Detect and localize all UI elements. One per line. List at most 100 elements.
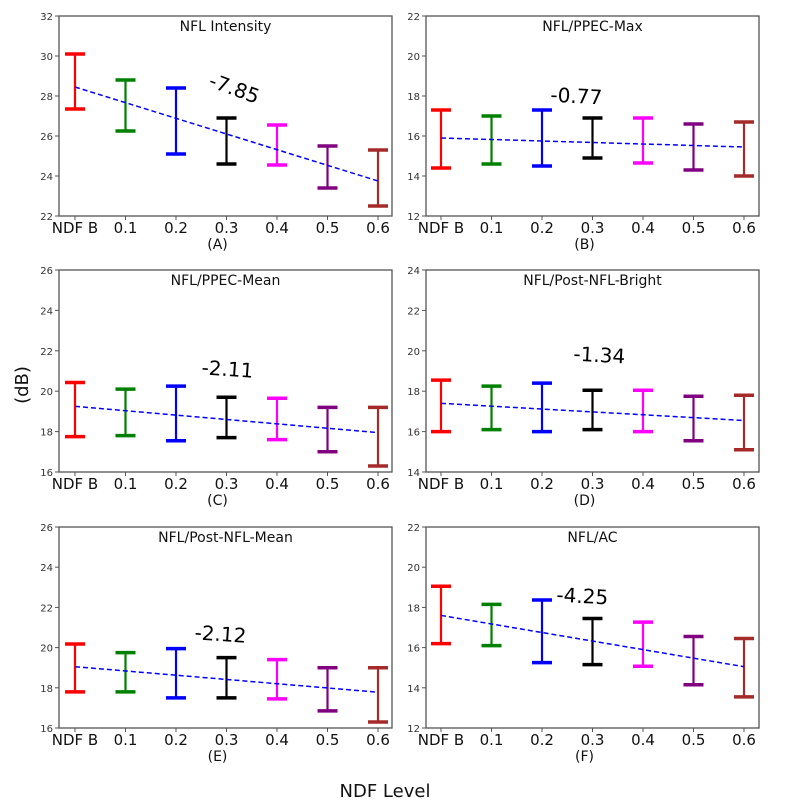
error-bar-0.4: [633, 620, 653, 669]
error-bar-0.4: [267, 123, 287, 167]
error-bar-0.3: [582, 388, 603, 432]
y-tick-label: 22: [40, 603, 53, 614]
slope-annotation: -2.12: [194, 620, 247, 648]
panel-c: 16 18 20 22 24 26 NDF B 0.1 0.2 0.3 0.4 0.5 0.6 NFL/P…: [40, 266, 393, 509]
y-tick-label: 22: [40, 212, 53, 223]
error-bar-0.6: [368, 665, 388, 724]
plot-area-frame: [425, 269, 760, 473]
x-tick-label: 0.1: [480, 475, 504, 493]
error-bar-0.3: [582, 116, 603, 160]
error-bar-0.6: [368, 148, 388, 208]
error-bar-0.3: [216, 395, 237, 440]
trend-line: [74, 405, 379, 434]
slope-annotation: -2.11: [201, 355, 254, 383]
y-tick-label: 26: [40, 523, 53, 534]
x-tick-label: 0.1: [480, 731, 504, 749]
error-bar-0.6: [734, 120, 754, 178]
panel-letter: (B): [574, 237, 595, 253]
error-bar-ndf-b: [431, 584, 451, 646]
y-tick-label: 12: [407, 724, 420, 735]
panel-letter: (E): [208, 749, 228, 765]
error-bar-ndf-b: [431, 378, 451, 434]
y-tick-label: 24: [40, 306, 53, 317]
panel-title: NFL/Post-NFL-Bright: [523, 273, 662, 289]
x-tick-label: 0.1: [480, 219, 504, 237]
plot-area-frame: [425, 15, 760, 217]
error-bar-ndf-b: [65, 52, 85, 111]
y-tick-label: 18: [407, 92, 420, 103]
error-bar-ndf-b: [65, 642, 85, 694]
error-bar-ndf-b: [65, 380, 85, 439]
y-tick-label: 22: [407, 12, 420, 23]
error-bar-0.6: [368, 405, 388, 468]
panel-f: 12 14 16 18 20 22 NDF B 0.1 0.2 0.3 0.4 0.5 0.6 NFL/A…: [407, 523, 760, 765]
y-tick-label: 20: [40, 387, 53, 398]
y-tick-label: 26: [40, 266, 53, 277]
error-bar-0.1: [115, 78, 136, 133]
error-bar-0.2: [532, 108, 552, 168]
panel-a: 22 24 26 28 30 32 NDF B 0.1 0.2 0.3 0.4 0.5 0.6 NFL I…: [40, 12, 393, 253]
y-tick-label: 16: [407, 132, 420, 143]
panel-title: NFL/PPEC-Mean: [171, 273, 281, 289]
error-bar-0.2: [166, 86, 186, 156]
x-tick-label: 0.2: [164, 219, 188, 237]
error-bar-0.5: [317, 144, 338, 190]
trend-line: [440, 614, 745, 668]
x-tick-label: 0.2: [530, 731, 554, 749]
panel-letter: (D): [574, 493, 596, 509]
x-tick-label: 0.3: [215, 219, 239, 237]
x-tick-label: 0.6: [732, 475, 756, 493]
y-tick-label: 18: [407, 387, 420, 398]
error-bar-0.4: [267, 657, 287, 701]
x-tick-label: NDF B: [418, 475, 464, 493]
error-bar-0.1: [115, 387, 136, 438]
y-tick-label: 22: [40, 347, 53, 358]
x-tick-label: 0.6: [732, 731, 756, 749]
error-bar-0.4: [633, 116, 653, 165]
x-tick-label: NDF B: [52, 731, 98, 749]
y-tick-label: 26: [40, 132, 53, 143]
error-bar-0.5: [317, 405, 338, 454]
panel-letter: (F): [575, 749, 594, 765]
error-bar-0.1: [481, 384, 502, 432]
y-tick-label: 14: [407, 684, 420, 695]
error-bar-0.3: [216, 655, 237, 700]
error-bar-0.2: [532, 598, 552, 665]
x-tick-label: 0.2: [164, 731, 188, 749]
x-tick-label: NDF B: [52, 475, 98, 493]
x-tick-label: NDF B: [418, 219, 464, 237]
panel-title: NFL/AC: [567, 530, 617, 546]
y-tick-label: 22: [407, 523, 420, 534]
error-bar-0.2: [166, 384, 186, 443]
y-tick-label: 16: [40, 724, 53, 735]
error-bar-0.5: [683, 122, 704, 172]
x-tick-label: 0.1: [114, 475, 138, 493]
trend-line: [440, 402, 745, 422]
x-tick-label: 0.4: [265, 475, 289, 493]
error-bar-0.5: [683, 634, 704, 687]
x-tick-label: 0.2: [164, 475, 188, 493]
y-tick-label: 12: [407, 212, 420, 223]
y-tick-label: 16: [407, 644, 420, 655]
y-axis-label: (dB): [12, 366, 33, 404]
y-tick-label: 30: [40, 52, 53, 63]
y-tick-label: 22: [407, 306, 420, 317]
x-tick-label: NDF B: [418, 731, 464, 749]
x-tick-label: 0.3: [581, 219, 605, 237]
error-bar-0.2: [532, 381, 552, 434]
x-tick-label: NDF B: [52, 219, 98, 237]
y-tick-label: 16: [407, 428, 420, 439]
slope-annotation: -4.25: [556, 583, 609, 610]
y-tick-label: 18: [40, 684, 53, 695]
x-tick-label: 0.4: [631, 475, 655, 493]
error-bar-0.1: [115, 650, 136, 694]
x-tick-label: 0.6: [366, 219, 390, 237]
x-tick-label: 0.2: [530, 219, 554, 237]
x-tick-label: 0.1: [114, 731, 138, 749]
panel-e: 16 18 20 22 24 26 NDF B 0.1 0.2 0.3 0.4 0.5 0.6 NFL/P…: [40, 523, 393, 765]
slope-annotation: -0.77: [550, 83, 603, 110]
x-tick-label: 0.5: [682, 219, 706, 237]
y-tick-label: 24: [40, 563, 53, 574]
error-bar-0.3: [216, 116, 237, 166]
